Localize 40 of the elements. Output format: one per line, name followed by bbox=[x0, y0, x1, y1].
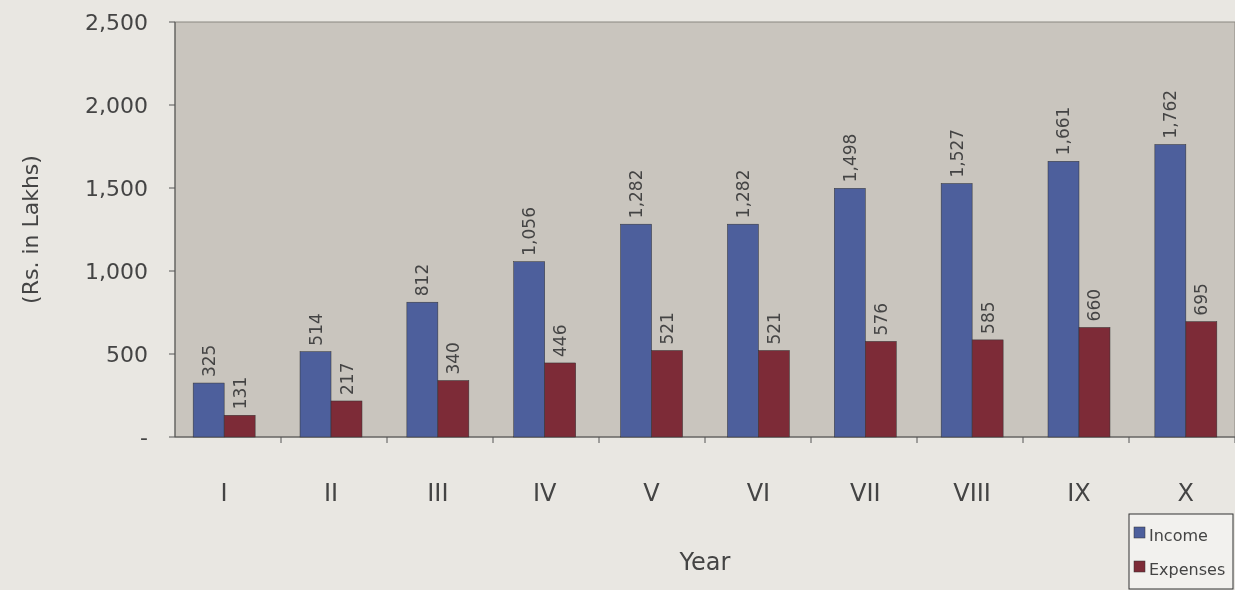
x-tick-label: VII bbox=[849, 479, 881, 507]
data-label: 1,282 bbox=[626, 169, 647, 219]
data-label: 1,661 bbox=[1053, 106, 1074, 156]
x-tick-label: VIII bbox=[953, 479, 991, 507]
data-label: 1,282 bbox=[732, 169, 753, 219]
y-tick-label: 2,500 bbox=[85, 9, 148, 35]
y-tick-label: - bbox=[140, 424, 148, 450]
x-tick-label: I bbox=[220, 479, 228, 507]
data-label: 521 bbox=[763, 312, 784, 345]
x-tick-label: X bbox=[1177, 479, 1195, 507]
data-label: 1,527 bbox=[946, 128, 967, 178]
data-label: 1,056 bbox=[519, 207, 540, 256]
x-tick-label: III bbox=[427, 479, 449, 507]
data-label: 131 bbox=[229, 376, 250, 410]
data-label: 325 bbox=[198, 344, 219, 378]
x-tick-label: VI bbox=[746, 479, 771, 507]
data-label: 446 bbox=[550, 324, 571, 357]
data-label: 514 bbox=[305, 313, 326, 346]
data-label: 340 bbox=[443, 342, 464, 375]
y-axis-title: (Rs. in Lakhs) bbox=[18, 155, 43, 304]
y-tick-label: 500 bbox=[106, 341, 148, 367]
data-label: 695 bbox=[1191, 283, 1212, 316]
y-tick-label: 2,000 bbox=[85, 92, 148, 118]
x-tick-label: IX bbox=[1067, 479, 1091, 507]
x-axis-title: Year bbox=[678, 548, 731, 576]
legend-label: Expenses bbox=[1149, 559, 1226, 579]
data-label: 812 bbox=[412, 263, 433, 297]
legend-label: Income bbox=[1149, 525, 1208, 545]
data-label: 1,498 bbox=[839, 133, 860, 183]
data-label: 217 bbox=[336, 362, 357, 395]
data-label: 521 bbox=[657, 312, 678, 345]
data-label: 585 bbox=[977, 301, 998, 334]
y-tick-label: 1,000 bbox=[85, 258, 148, 284]
data-label: 1,762 bbox=[1160, 89, 1181, 139]
x-tick-label: V bbox=[643, 479, 661, 507]
data-label: 576 bbox=[870, 302, 891, 336]
x-tick-label: IV bbox=[532, 479, 558, 507]
y-tick-label: 1,500 bbox=[85, 175, 148, 201]
data-label: 660 bbox=[1084, 288, 1105, 322]
x-tick-label: II bbox=[323, 479, 339, 507]
